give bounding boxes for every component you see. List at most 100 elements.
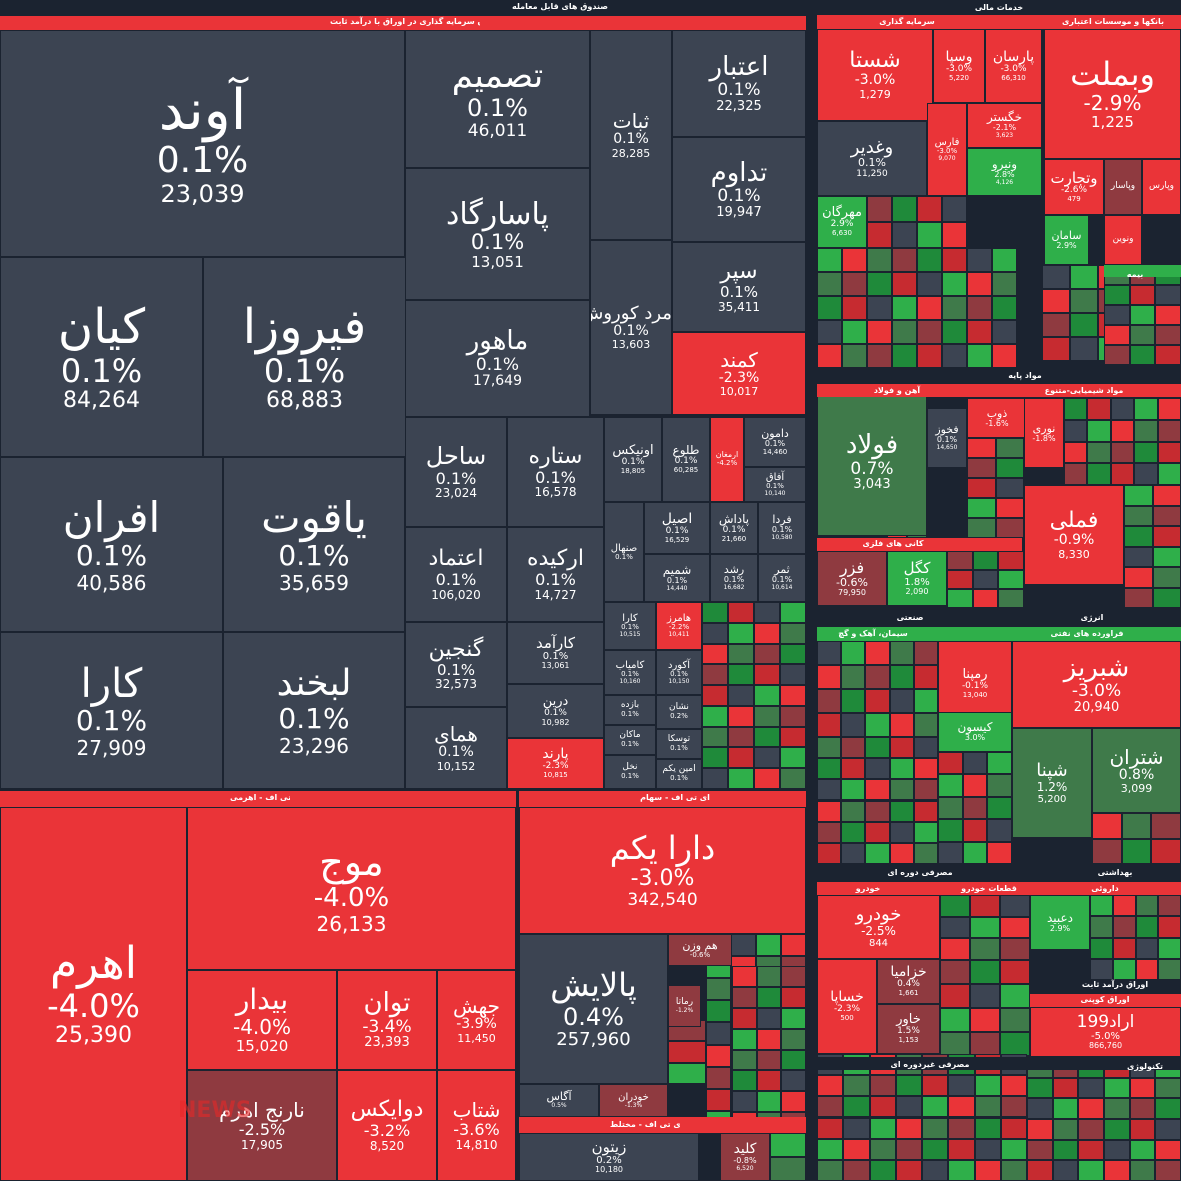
- symbol-tile[interactable]: کامیاب 0.1% 10,160: [604, 650, 656, 695]
- small-symbol-tile[interactable]: [867, 196, 892, 222]
- small-symbol-tile[interactable]: [1124, 567, 1153, 588]
- symbol-tile[interactable]: اراد199 -5.0% 866,760: [1030, 1007, 1181, 1057]
- symbol-tile[interactable]: پاداش 0.1% 21,660: [710, 502, 758, 554]
- symbol-tile[interactable]: وپاسار: [1104, 159, 1142, 215]
- symbol-tile[interactable]: فولاد 0.7% 3,043: [817, 388, 927, 536]
- small-symbol-tile[interactable]: [841, 689, 866, 713]
- symbol-tile[interactable]: مهرگان 2.9% 6,630: [817, 196, 867, 248]
- small-symbol-tile[interactable]: [967, 296, 992, 320]
- small-symbol-tile[interactable]: [967, 320, 992, 344]
- symbol-tile[interactable]: ذوب -1.6%: [967, 398, 1027, 438]
- small-symbol-tile[interactable]: [987, 752, 1012, 775]
- small-symbol-tile[interactable]: [1104, 345, 1130, 365]
- small-symbol-tile[interactable]: [1064, 398, 1088, 420]
- small-symbol-tile[interactable]: [938, 819, 963, 842]
- small-symbol-tile[interactable]: [1000, 1096, 1027, 1118]
- symbol-tile[interactable]: خگستر -2.1% 3,623: [967, 103, 1042, 148]
- small-symbol-tile[interactable]: [1069, 337, 1098, 361]
- small-symbol-tile[interactable]: [1158, 916, 1181, 938]
- small-symbol-tile[interactable]: [732, 1070, 757, 1092]
- small-symbol-tile[interactable]: [842, 272, 867, 296]
- symbol-tile[interactable]: دعبید 2.9%: [1030, 895, 1090, 950]
- small-symbol-tile[interactable]: [942, 344, 967, 368]
- small-symbol-tile[interactable]: [841, 800, 866, 822]
- small-symbol-tile[interactable]: [1078, 1160, 1104, 1181]
- small-symbol-tile[interactable]: [1121, 838, 1152, 864]
- small-symbol-tile[interactable]: [1042, 289, 1070, 313]
- symbol-tile[interactable]: فملی -0.9% 8,330: [1024, 485, 1124, 585]
- small-symbol-tile[interactable]: [869, 1075, 896, 1097]
- small-symbol-tile[interactable]: [1135, 916, 1159, 938]
- small-symbol-tile[interactable]: [940, 916, 970, 939]
- small-symbol-tile[interactable]: [1027, 1098, 1053, 1119]
- small-symbol-tile[interactable]: [889, 665, 914, 689]
- small-symbol-tile[interactable]: [1000, 1008, 1030, 1032]
- symbol-tile[interactable]: رماتا -1.2%: [668, 985, 701, 1027]
- small-symbol-tile[interactable]: [1104, 325, 1130, 345]
- small-symbol-tile[interactable]: [754, 602, 780, 623]
- small-symbol-tile[interactable]: [1152, 505, 1181, 526]
- small-symbol-tile[interactable]: [1052, 1098, 1079, 1119]
- small-symbol-tile[interactable]: [841, 665, 866, 689]
- small-symbol-tile[interactable]: [1000, 916, 1030, 939]
- symbol-tile[interactable]: وسپا -3.0% 5,220: [933, 29, 985, 103]
- small-symbol-tile[interactable]: [948, 1075, 975, 1097]
- symbol-tile[interactable]: فخوز 0.1% 14,650: [927, 408, 967, 468]
- small-symbol-tile[interactable]: [817, 296, 842, 320]
- symbol-tile[interactable]: تصمیم 0.1% 46,011: [405, 30, 590, 168]
- symbol-tile[interactable]: رمپنا -0.1% 13,040: [938, 641, 1012, 726]
- symbol-tile[interactable]: آکورد 0.1% 10,150: [656, 650, 702, 695]
- small-symbol-tile[interactable]: [781, 934, 806, 957]
- small-symbol-tile[interactable]: [841, 641, 866, 665]
- small-symbol-tile[interactable]: [1069, 289, 1098, 313]
- symbol-tile[interactable]: آفاق 0.1% 10,140: [744, 467, 806, 502]
- small-symbol-tile[interactable]: [865, 737, 890, 759]
- small-symbol-tile[interactable]: [865, 641, 890, 665]
- small-symbol-tile[interactable]: [889, 800, 914, 822]
- small-symbol-tile[interactable]: [1078, 1098, 1104, 1119]
- symbol-tile[interactable]: شتاب -3.6% 14,810: [437, 1070, 516, 1181]
- small-symbol-tile[interactable]: [1000, 1159, 1027, 1181]
- small-symbol-tile[interactable]: [1129, 325, 1156, 345]
- symbol-tile[interactable]: ماکان 0.1%: [604, 725, 656, 755]
- small-symbol-tile[interactable]: [1135, 937, 1159, 959]
- small-symbol-tile[interactable]: [728, 622, 754, 644]
- small-symbol-tile[interactable]: [668, 1041, 706, 1063]
- small-symbol-tile[interactable]: [948, 1138, 975, 1160]
- small-symbol-tile[interactable]: [974, 1075, 1001, 1097]
- small-symbol-tile[interactable]: [1152, 485, 1181, 506]
- small-symbol-tile[interactable]: [942, 196, 967, 222]
- small-symbol-tile[interactable]: [843, 1075, 870, 1097]
- symbol-tile[interactable]: دارا یکم -3.0% 342,540: [519, 807, 806, 934]
- symbol-tile[interactable]: توان -3.4% 23,393: [337, 970, 437, 1070]
- small-symbol-tile[interactable]: [732, 986, 757, 1008]
- small-symbol-tile[interactable]: [1000, 960, 1030, 984]
- symbol-tile[interactable]: ارکیده 0.1% 14,727: [507, 527, 604, 622]
- small-symbol-tile[interactable]: [1104, 1077, 1130, 1099]
- small-symbol-tile[interactable]: [1087, 398, 1111, 420]
- small-symbol-tile[interactable]: [1078, 1077, 1104, 1099]
- symbol-tile[interactable]: زیتون 0.2% 10,180: [519, 1133, 699, 1181]
- small-symbol-tile[interactable]: [1155, 325, 1181, 345]
- small-symbol-tile[interactable]: [895, 1138, 922, 1160]
- small-symbol-tile[interactable]: [780, 768, 806, 789]
- small-symbol-tile[interactable]: [1087, 463, 1111, 485]
- small-symbol-tile[interactable]: [1110, 441, 1135, 464]
- small-symbol-tile[interactable]: [1155, 1160, 1181, 1181]
- symbol-tile[interactable]: لبخند 0.1% 23,296: [223, 632, 405, 789]
- small-symbol-tile[interactable]: [756, 1091, 782, 1113]
- symbol-tile[interactable]: آگاس 0.5%: [519, 1084, 599, 1117]
- small-symbol-tile[interactable]: [702, 602, 728, 623]
- small-symbol-tile[interactable]: [938, 841, 963, 864]
- small-symbol-tile[interactable]: [867, 272, 892, 296]
- small-symbol-tile[interactable]: [1112, 958, 1136, 980]
- small-symbol-tile[interactable]: [889, 842, 914, 864]
- small-symbol-tile[interactable]: [995, 498, 1024, 518]
- small-symbol-tile[interactable]: [781, 966, 806, 987]
- symbol-tile[interactable]: شپنا 1.2% 5,200: [1012, 728, 1092, 838]
- small-symbol-tile[interactable]: [702, 643, 728, 665]
- symbol-tile[interactable]: خاور 1.5% 1,153: [877, 1004, 940, 1054]
- small-symbol-tile[interactable]: [1158, 958, 1181, 980]
- small-symbol-tile[interactable]: [1000, 1138, 1027, 1160]
- small-symbol-tile[interactable]: [1064, 463, 1088, 485]
